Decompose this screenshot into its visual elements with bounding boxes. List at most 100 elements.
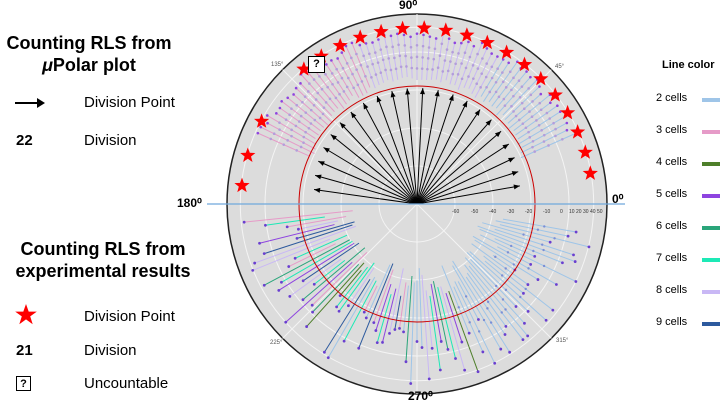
data-point — [331, 82, 334, 86]
data-point — [500, 274, 504, 277]
exp-title-line2: experimental results — [15, 261, 191, 281]
data-point — [504, 288, 508, 292]
data-point — [295, 103, 299, 107]
data-point — [282, 143, 286, 146]
data-point — [253, 261, 257, 265]
angle-tick-135: 135° — [271, 62, 284, 68]
data-point — [494, 284, 498, 288]
data-point — [518, 95, 522, 99]
legend-label-7-cells: 7 cells — [656, 252, 688, 264]
data-point — [432, 57, 436, 61]
legend-swatch-5-cells — [702, 194, 720, 198]
radial-data-line — [495, 220, 569, 237]
data-point — [379, 48, 383, 51]
division-arrow — [416, 185, 520, 205]
data-point — [290, 128, 293, 132]
data-point — [340, 76, 344, 80]
data-point — [441, 70, 445, 73]
radial-data-line — [464, 257, 525, 324]
data-point — [554, 134, 557, 138]
data-point — [572, 253, 575, 257]
division-arrow — [330, 134, 418, 205]
division-arrowhead — [502, 144, 509, 150]
radial-data-line — [465, 276, 506, 335]
data-point — [527, 267, 530, 270]
data-point — [573, 260, 577, 263]
data-point — [464, 295, 468, 298]
data-point — [542, 140, 546, 143]
data-point — [318, 116, 322, 120]
data-point — [456, 73, 460, 76]
data-point — [357, 346, 361, 350]
data-point — [309, 122, 313, 125]
data-point — [389, 68, 393, 72]
data-point — [415, 55, 419, 59]
data-point — [512, 76, 515, 80]
division-arrow — [323, 147, 418, 205]
data-point — [403, 44, 407, 47]
data-point — [278, 106, 282, 110]
upolar-title-line2-text: Polar plot — [52, 55, 136, 75]
data-point — [277, 288, 281, 292]
division-arrow — [416, 100, 468, 205]
division-arrowhead — [508, 157, 515, 163]
data-point — [549, 101, 552, 105]
division-arrowhead — [494, 131, 502, 138]
data-point — [415, 67, 419, 70]
data-point — [256, 131, 260, 135]
data-point — [396, 32, 399, 36]
data-point — [287, 265, 291, 268]
data-point — [410, 66, 414, 70]
upolar-title-line2: μPolar plot — [0, 54, 178, 76]
data-point — [355, 68, 358, 71]
data-point — [485, 85, 488, 89]
data-point — [520, 101, 524, 105]
data-point — [426, 57, 430, 60]
radial-data-line — [432, 281, 449, 350]
division-arrow — [416, 94, 454, 205]
radial-data-line — [389, 268, 404, 334]
data-point — [284, 320, 288, 324]
data-point — [503, 333, 507, 336]
division-star-icon — [240, 147, 256, 162]
data-point — [504, 308, 507, 311]
radial-data-line — [477, 225, 576, 263]
data-point — [294, 86, 298, 90]
uncountable-label: Uncountable — [84, 375, 169, 392]
data-point — [565, 121, 569, 125]
data-point — [302, 135, 306, 139]
line-color-legend-title: Line color — [662, 59, 715, 71]
division-arrowhead — [511, 171, 519, 176]
division-arrow — [406, 88, 418, 205]
data-point — [535, 119, 538, 122]
data-point — [542, 133, 546, 137]
data-point — [355, 52, 358, 56]
data-point — [338, 92, 341, 96]
uncountable-icon: ? — [16, 376, 31, 391]
division-star-icon — [582, 165, 598, 180]
data-point — [335, 305, 339, 309]
data-point — [294, 124, 298, 128]
data-point — [460, 41, 463, 45]
polar-grid-spoke — [416, 203, 552, 339]
division-star-icon — [438, 22, 454, 37]
radial-data-line — [347, 267, 375, 306]
data-point — [542, 264, 546, 268]
data-point — [517, 79, 521, 83]
radial-data-line — [365, 264, 391, 319]
data-point — [371, 41, 374, 44]
radial-data-line — [483, 255, 554, 311]
data-point — [303, 95, 307, 98]
data-point — [522, 291, 525, 295]
data-point — [566, 234, 570, 238]
data-point — [512, 94, 515, 98]
data-point — [301, 279, 305, 283]
uncountable-marker: ? — [308, 56, 325, 73]
radial-data-line — [457, 281, 479, 320]
data-point — [527, 130, 530, 134]
division-arrowhead — [363, 103, 369, 110]
radial-data-line — [264, 239, 351, 286]
data-point — [464, 66, 468, 70]
data-point — [322, 106, 326, 109]
division-arrow — [339, 122, 418, 205]
